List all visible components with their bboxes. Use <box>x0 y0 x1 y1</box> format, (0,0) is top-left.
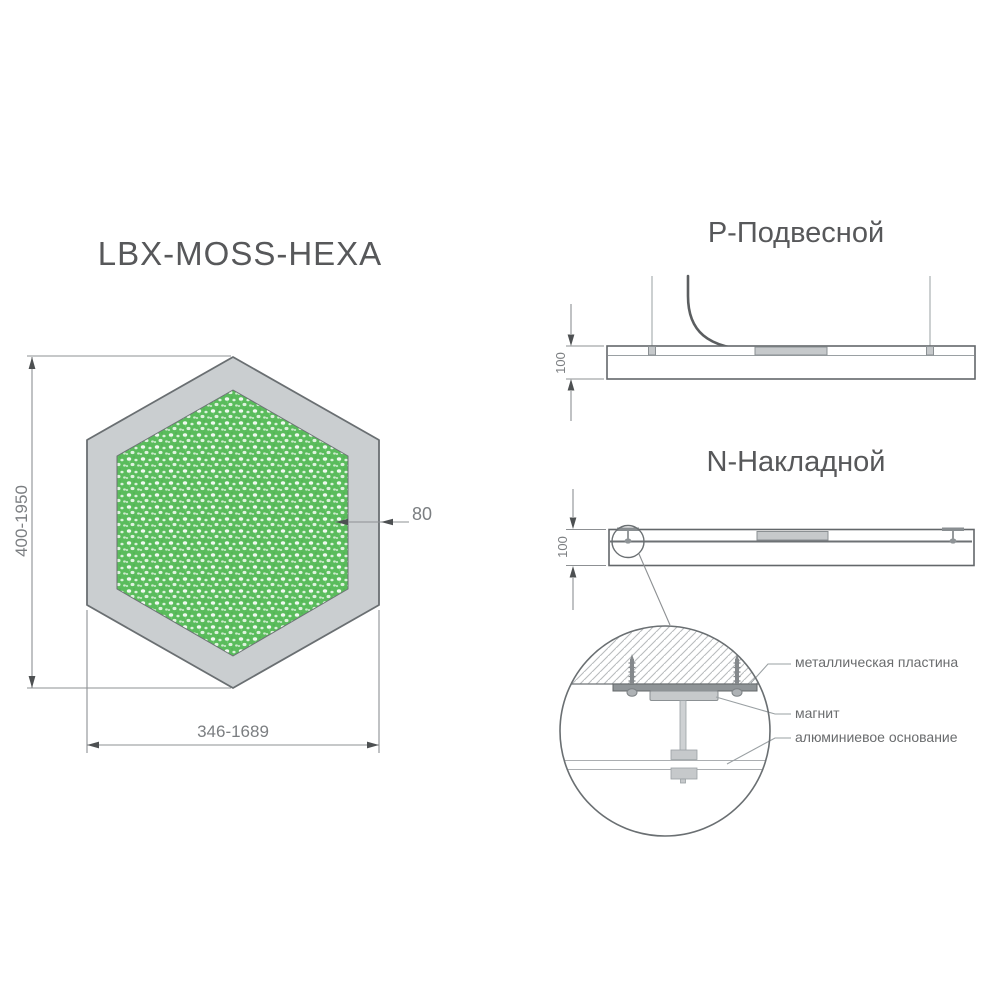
surface-view-title: N-Накладной <box>706 446 886 478</box>
mounting-detail-view <box>559 625 791 837</box>
magnet-shape <box>649 690 719 701</box>
nut-lower <box>670 767 698 780</box>
arrow-up <box>569 566 577 578</box>
label-magnet: магнит <box>795 705 840 721</box>
height-range-dimension-label: 400-1950 <box>12 485 31 557</box>
width-range-dimension-label: 346-1689 <box>197 722 269 741</box>
surface-height-dimension-label: 100 <box>555 536 570 558</box>
arrow-down <box>567 334 575 346</box>
screw-left <box>626 654 638 697</box>
frame-width-dimension-label: 80 <box>412 504 433 524</box>
suspended-height-dimension-label: 100 <box>553 352 568 374</box>
dimension-height <box>27 355 231 689</box>
dimension-100-surface <box>566 489 606 610</box>
detail-circle-outline <box>559 625 771 837</box>
suspended-side-view <box>566 274 976 421</box>
detail-leader <box>638 553 671 626</box>
dimension-100-suspended <box>566 304 604 421</box>
magnet-fitting-left <box>617 527 639 544</box>
nut-upper <box>670 749 698 760</box>
hexagon-front-view <box>27 355 409 753</box>
wire-fitting-right <box>926 346 934 356</box>
bolt-tip <box>680 778 686 784</box>
driver-box <box>756 531 829 541</box>
arrow-up <box>567 379 575 391</box>
arrow-up <box>28 357 36 369</box>
suspended-view-title: Р-Подвесной <box>707 217 885 249</box>
wire-fitting-left <box>648 346 656 356</box>
arrow-left <box>87 741 99 749</box>
leader-aluminum-base <box>726 737 791 765</box>
power-cable <box>686 274 758 352</box>
label-metal-plate: металлическая пластина <box>795 654 959 670</box>
ceiling-hatch <box>571 625 759 684</box>
moss-panel <box>116 389 349 657</box>
magnet-fitting-right <box>942 527 964 544</box>
leader-magnet <box>715 696 791 715</box>
label-aluminum-base: алюминиевое основание <box>795 729 958 745</box>
arrow-right <box>367 741 379 749</box>
arrow-down <box>28 676 36 688</box>
screw-right <box>731 654 743 697</box>
surface-side-view <box>566 489 975 626</box>
bolt-rod <box>679 700 687 751</box>
dimension-frame-80 <box>335 518 409 526</box>
product-title: LBX-MOSS-HEXA <box>97 235 383 272</box>
dimension-width <box>86 610 380 753</box>
driver-box <box>754 346 828 356</box>
detail-callout-circle <box>611 524 645 559</box>
arrow-down <box>569 517 577 529</box>
